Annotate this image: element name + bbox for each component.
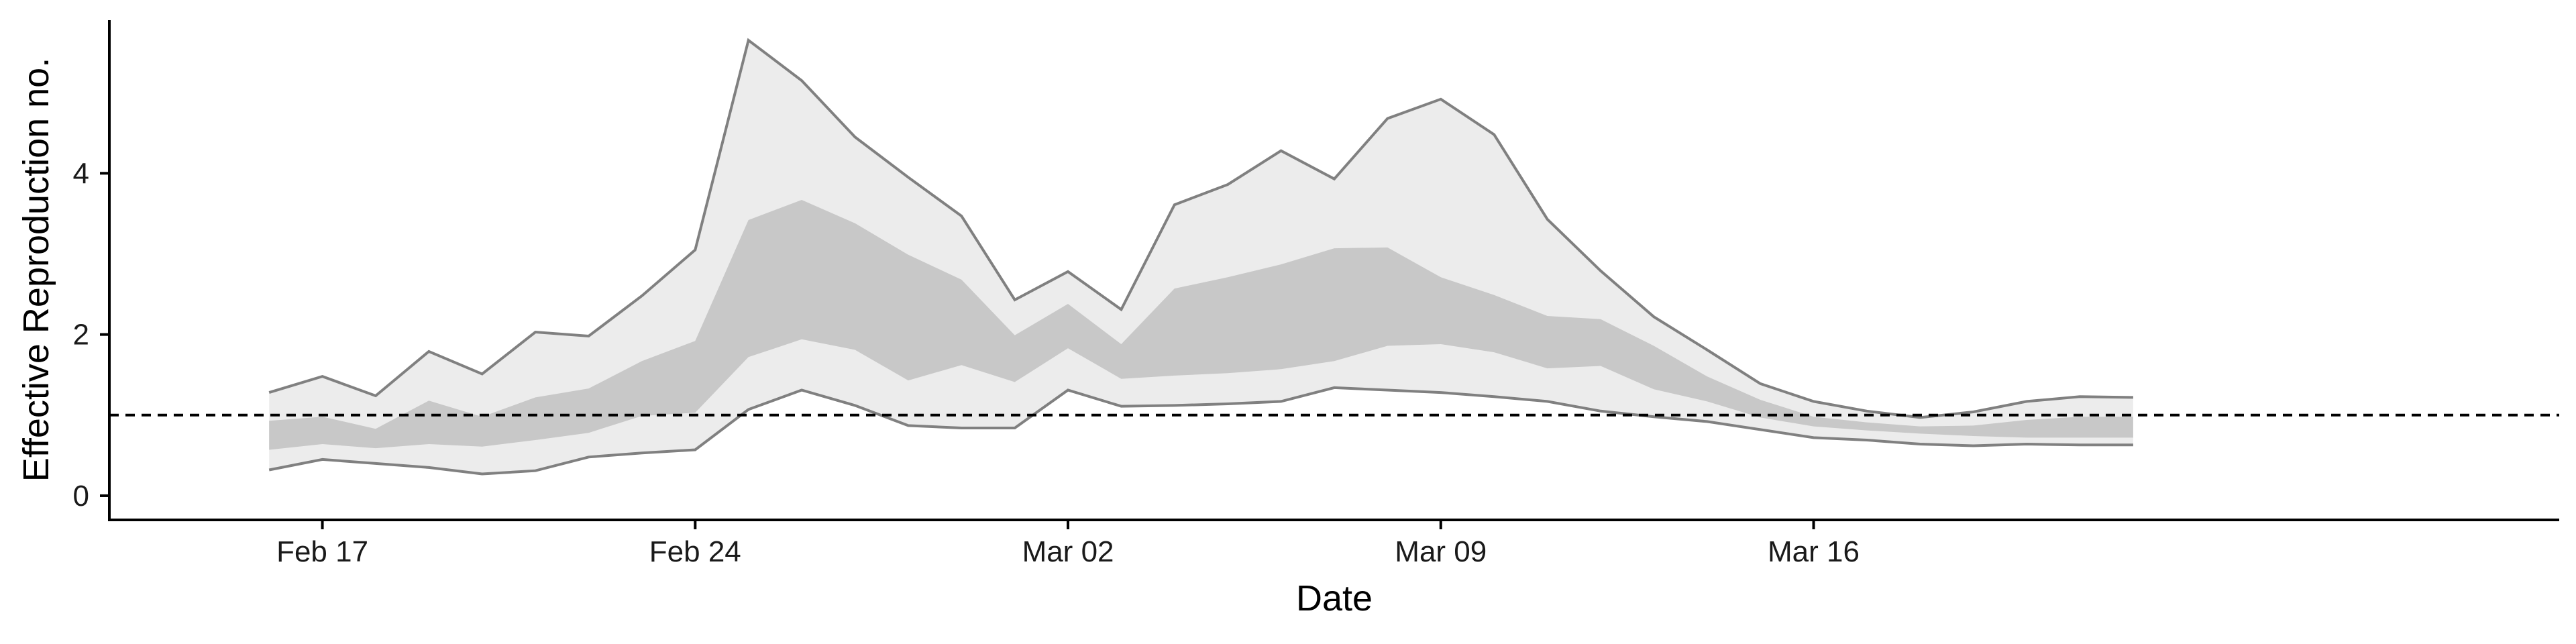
x-axis-ticks: Feb 17 Feb 24 Mar 02 Mar 09 Mar 16: [276, 520, 1860, 568]
x-tick-label: Mar 09: [1395, 535, 1487, 568]
lower-bound-line: [268, 386, 2133, 476]
x-tick-label: Mar 16: [1768, 535, 1860, 568]
y-axis-ticks: 0 2 4: [73, 157, 109, 513]
x-tick-label: Feb 17: [276, 535, 368, 568]
upper-bound-line: [268, 38, 2133, 419]
y-tick-label: 2: [73, 319, 89, 352]
x-tick-label: Mar 02: [1022, 535, 1114, 568]
inner-interval-band: [269, 200, 2133, 450]
x-tick-label: Feb 24: [649, 535, 741, 568]
y-tick-label: 4: [73, 157, 89, 190]
y-tick-label: 0: [73, 480, 89, 513]
y-axis-title: Effective Reproduction no.: [16, 58, 56, 482]
x-axis-title: Date: [1296, 578, 1373, 619]
plot-area: [109, 38, 2559, 476]
